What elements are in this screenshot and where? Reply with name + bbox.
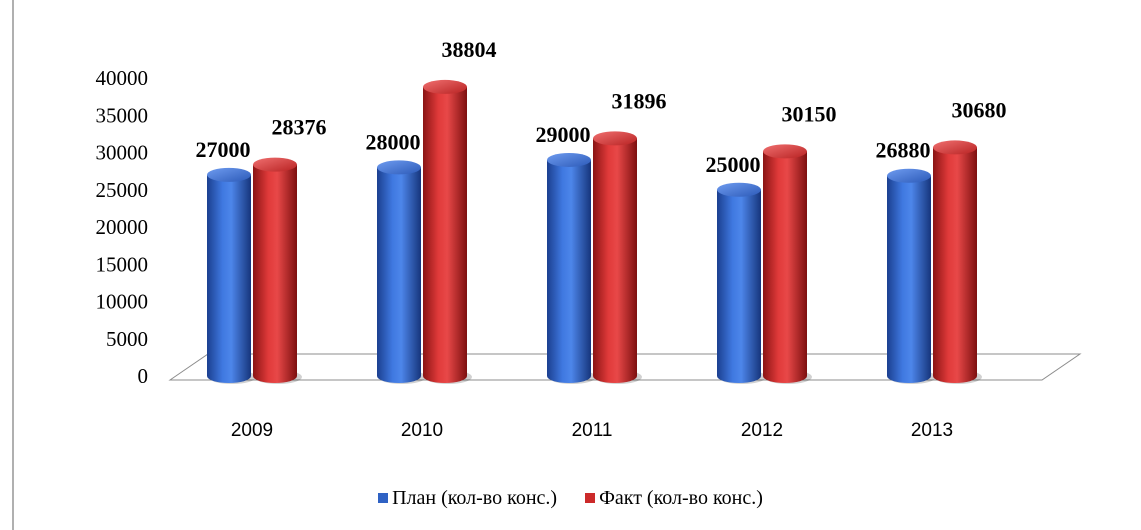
bar-plan-2011 [547, 152, 596, 384]
legend-swatch [585, 493, 596, 503]
y-tick-label: 20000 [96, 215, 149, 239]
data-label: 30150 [782, 101, 837, 126]
y-axis: 0 5000 10000 15000 20000 25000 30000 35000 40000 [96, 66, 149, 388]
data-label: 38804 [442, 37, 497, 62]
data-labels: 27000 28376 28000 38804 29000 31896 25000 30150… [196, 37, 1007, 177]
y-tick-label: 30000 [96, 141, 149, 165]
x-tick-label: 2012 [741, 420, 783, 441]
bar-plan-2012 [717, 182, 766, 384]
bar-top [207, 167, 251, 182]
x-tick-label: 2013 [911, 420, 953, 441]
data-label: 27000 [196, 137, 251, 162]
chart-plot: 0 5000 10000 15000 20000 25000 30000 35000 40000… [96, 37, 1082, 441]
bar-body [717, 189, 761, 383]
x-tick-label: 2010 [401, 420, 443, 441]
x-tick-label: 2009 [231, 420, 273, 441]
data-label: 31896 [612, 88, 667, 113]
bar-top [717, 182, 761, 197]
legend-label: План (кол-во конс.) [392, 487, 558, 509]
data-label: 26880 [876, 138, 931, 163]
bar-top [253, 157, 297, 172]
y-tick-label: 40000 [96, 66, 149, 90]
bar-fact-2010 [423, 79, 472, 384]
bar-fact-2009 [253, 157, 302, 384]
bar-plan-2013 [887, 168, 936, 384]
legend-swatch [378, 493, 389, 503]
data-label: 25000 [706, 152, 761, 177]
bar-top [377, 160, 421, 175]
bar-body [763, 151, 807, 383]
y-tick-label: 10000 [96, 290, 149, 314]
bar-series [207, 79, 982, 384]
data-label: 30680 [952, 97, 1007, 122]
data-label: 29000 [536, 122, 591, 147]
bar-top [933, 140, 977, 155]
legend-item-plan: План (кол-во конс.) [378, 487, 557, 510]
bar-fact-2012 [763, 144, 812, 384]
bar-body [547, 159, 591, 383]
data-label: 28000 [366, 129, 421, 154]
left-border-line [12, 0, 14, 530]
bar-top [763, 144, 807, 159]
x-axis: 2009 2010 2011 2012 2013 [231, 420, 953, 441]
data-label: 28376 [272, 115, 327, 140]
bar-body [207, 174, 251, 383]
bar-top [423, 79, 467, 94]
bar-top [887, 168, 931, 183]
bar-top [547, 152, 591, 167]
y-tick-label: 5000 [106, 327, 148, 351]
bar-fact-2013 [933, 140, 982, 384]
bar-fact-2011 [593, 131, 642, 384]
bar-body [933, 147, 977, 383]
bar-top [593, 131, 637, 146]
bar-body [593, 138, 637, 383]
bar-body [253, 164, 297, 383]
legend-label: Факт (кол-во конс.) [599, 487, 763, 509]
y-tick-label: 35000 [96, 103, 149, 127]
bar-plan-2009 [207, 167, 256, 384]
legend: План (кол-во конс.) Факт (кол-во конс.) [0, 487, 1141, 510]
y-tick-label: 25000 [96, 178, 149, 202]
bar-body [377, 167, 421, 383]
x-tick-label: 2011 [572, 420, 613, 441]
legend-item-fact: Факт (кол-во конс.) [585, 487, 763, 510]
y-tick-label: 15000 [96, 252, 149, 276]
y-tick-label: 0 [138, 364, 149, 388]
bar-body [423, 86, 467, 383]
bar-plan-2010 [377, 160, 426, 384]
bar-body [887, 175, 931, 383]
